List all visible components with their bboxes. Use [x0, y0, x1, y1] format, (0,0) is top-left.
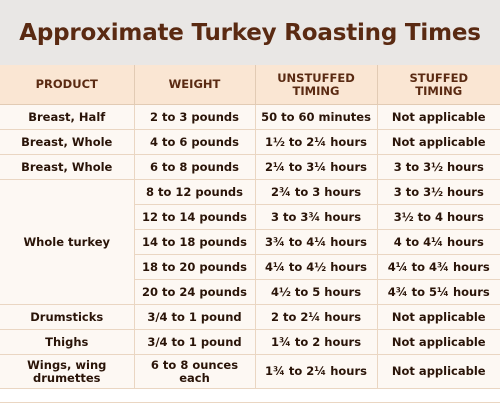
table-row: Wings, wing drumettes 6 to 8 ounces each…: [0, 354, 500, 389]
weight-cell: 12 to 14 pounds: [134, 204, 256, 230]
unstuffed-cell: 2¼ to 3¼ hours: [254, 154, 378, 180]
product-cell-whole-turkey: Whole turkey: [0, 179, 135, 305]
unstuffed-cell: 1¾ to 2 hours: [254, 329, 378, 355]
product-cell: Wings, wing drumettes: [0, 354, 135, 389]
weight-cell: 18 to 20 pounds: [134, 254, 256, 280]
unstuffed-cell: 50 to 60 minutes: [254, 104, 378, 130]
stuffed-cell: 4¾ to 5¼ hours: [376, 279, 500, 305]
weight-cell: 14 to 18 pounds: [134, 229, 256, 255]
stuffed-cell: Not applicable: [376, 354, 500, 389]
product-cell: Breast, Whole: [0, 129, 135, 155]
page-title: Approximate Turkey Roasting Times: [19, 19, 481, 46]
weight-cell: 3/4 to 1 pound: [133, 304, 256, 330]
unstuffed-cell: 4½ to 5 hours: [254, 279, 378, 305]
table-row: Thighs 3/4 to 1 pound 1¾ to 2 hours Not …: [0, 329, 500, 355]
header-unstuffed-timing: UNSTUFFED TIMING: [254, 65, 378, 105]
table-row: Whole turkey 8 to 12 pounds 2¾ to 3 hour…: [0, 179, 500, 305]
header-weight: WEIGHT: [133, 65, 256, 105]
stuffed-cell: 3 to 3½ hours: [376, 154, 500, 180]
weight-cell: 6 to 8 pounds: [133, 154, 256, 180]
weight-cell: 8 to 12 pounds: [133, 179, 256, 205]
stuffed-cell: 4 to 4¼ hours: [376, 229, 500, 255]
weight-cell: 6 to 8 ounces each: [133, 354, 256, 389]
unstuffed-cell: 4¼ to 4½ hours: [254, 254, 378, 280]
unstuffed-cell: 1½ to 2¼ hours: [254, 129, 378, 155]
stuffed-cell: 4¼ to 4¾ hours: [376, 254, 500, 280]
weight-cell: 4 to 6 pounds: [133, 129, 256, 155]
stuffed-cell: Not applicable: [376, 304, 500, 330]
table-row: 18 to 20 pounds 4¼ to 4½ hours 4¼ to 4¾ …: [0, 254, 500, 280]
unstuffed-cell: 2¾ to 3 hours: [254, 179, 378, 205]
weight-cell: 2 to 3 pounds: [133, 104, 256, 130]
unstuffed-cell: 1¾ to 2¼ hours: [254, 354, 378, 389]
unstuffed-cell: 3 to 3¾ hours: [254, 204, 378, 230]
table-row: Breast, Whole 4 to 6 pounds 1½ to 2¼ hou…: [0, 129, 500, 155]
table-header-row: PRODUCT WEIGHT UNSTUFFED TIMING STUFFED TI…: [0, 65, 500, 105]
table-row: Breast, Whole 6 to 8 pounds 2¼ to 3¼ hou…: [0, 154, 500, 180]
stuffed-cell: Not applicable: [376, 129, 500, 155]
unstuffed-cell: 2 to 2¼ hours: [254, 304, 378, 330]
header-product: PRODUCT: [0, 65, 135, 105]
product-cell: Breast, Whole: [0, 154, 135, 180]
header-stuffed-timing: STUFFED TIMING: [376, 65, 500, 105]
table-row: 20 to 24 pounds 4½ to 5 hours 4¾ to 5¼ h…: [0, 279, 500, 305]
stuffed-cell: 3 to 3½ hours: [376, 179, 500, 205]
product-cell: Drumsticks: [0, 304, 135, 330]
stuffed-cell: Not applicable: [376, 329, 500, 355]
title-banner: Approximate Turkey Roasting Times: [0, 0, 500, 65]
weight-cell: 20 to 24 pounds: [134, 279, 256, 305]
table-row: Breast, Half 2 to 3 pounds 50 to 60 minu…: [0, 104, 500, 130]
product-cell: Thighs: [0, 329, 135, 355]
roasting-times-table: PRODUCT WEIGHT UNSTUFFED TIMING STUFFED TI…: [0, 65, 500, 389]
unstuffed-cell: 3¾ to 4¼ hours: [254, 229, 378, 255]
stuffed-cell: 3½ to 4 hours: [376, 204, 500, 230]
stuffed-cell: Not applicable: [376, 104, 500, 130]
table-row: Drumsticks 3/4 to 1 pound 2 to 2¼ hours …: [0, 304, 500, 330]
product-cell: Breast, Half: [0, 104, 135, 130]
weight-cell: 3/4 to 1 pound: [133, 329, 256, 355]
